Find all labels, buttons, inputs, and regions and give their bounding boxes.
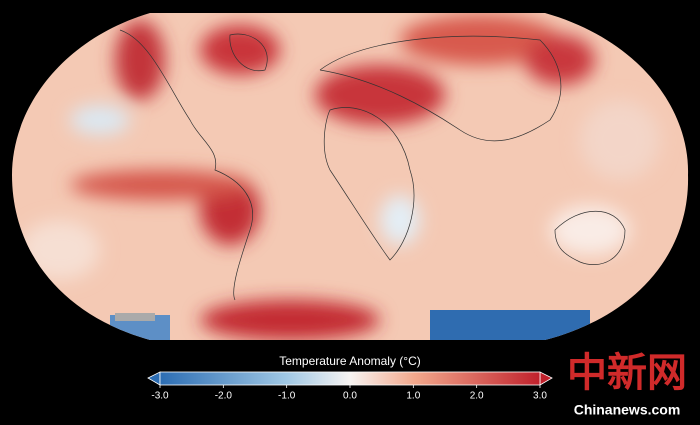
watermark-logo: 中新网 [567, 350, 687, 396]
colorbar-tick-label: 2.0 [470, 391, 484, 402]
colorbar-tick-label: 3.0 [533, 391, 547, 402]
colorbar-tick-label: -2.0 [215, 391, 233, 402]
colorbar-tick-label: 0.0 [343, 391, 357, 402]
colorbar [147, 371, 553, 386]
watermark-site: Chinanews.com [574, 402, 681, 418]
colorbar-tick-label: -3.0 [151, 391, 169, 402]
colorbar-tick-label: -1.0 [278, 391, 296, 402]
colorbar-bar [159, 371, 541, 386]
map [12, 13, 689, 340]
colorbar-tick-label: 1.0 [406, 391, 420, 402]
colorbar-title: Temperature Anomaly (°C) [279, 354, 421, 368]
